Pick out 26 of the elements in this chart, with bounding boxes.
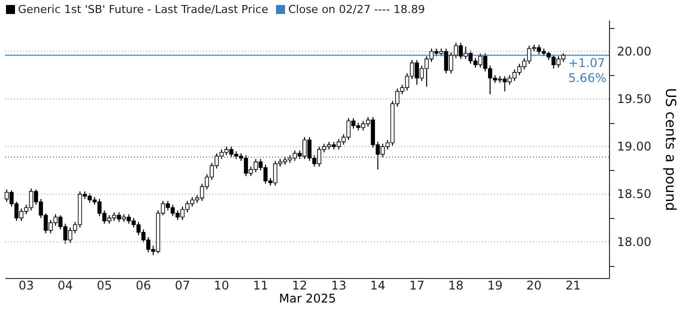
legend-label: Close on 02/27 ---- 18.89 xyxy=(287,2,425,16)
x-tick-label: 11 xyxy=(252,278,268,292)
x-tick-label: 12 xyxy=(292,278,308,292)
x-tick-label: 13 xyxy=(331,278,346,292)
x-tick-label: 04 xyxy=(58,278,73,292)
x-tick-label: 10 xyxy=(214,278,230,292)
y-axis-title: US cents a pound xyxy=(662,88,677,212)
x-tick-label: 07 xyxy=(174,278,190,292)
y-tick-label: 18.50 xyxy=(617,187,652,202)
x-tick-label: 19 xyxy=(487,278,503,292)
x-tick-label: 20 xyxy=(526,278,542,292)
annotation: +1.07 xyxy=(568,56,606,70)
y-tick-label: 18.00 xyxy=(617,234,652,249)
y-tick-label: 20.00 xyxy=(617,44,652,58)
x-tick-label: 06 xyxy=(136,278,152,292)
x-axis-title: Mar 2025 xyxy=(279,292,336,306)
x-tick-label: 21 xyxy=(565,278,581,292)
x-tick-label: 17 xyxy=(409,278,425,292)
x-tick-label: 03 xyxy=(18,278,34,292)
x-tick-label: 18 xyxy=(448,278,464,292)
y-tick-label: 19.50 xyxy=(617,92,652,106)
x-tick-label: 05 xyxy=(96,278,112,292)
y-tick-label: 19.00 xyxy=(617,140,652,154)
x-tick-label: 14 xyxy=(370,278,386,292)
annotation: 5.66% xyxy=(568,71,606,86)
legend-label: Generic 1st 'SB' Future - Last Trade/Last Price xyxy=(17,2,268,16)
